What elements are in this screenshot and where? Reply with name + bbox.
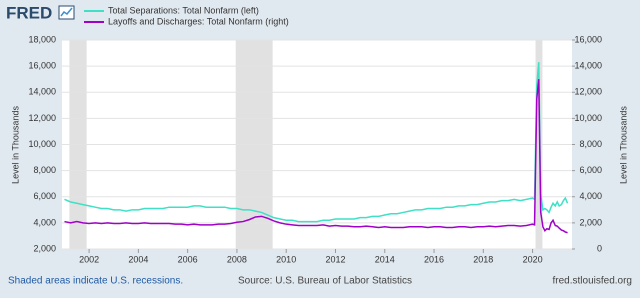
- footer-note: Shaded areas indicate U.S. recessions.: [8, 276, 183, 287]
- x-tick-label: 2020: [523, 254, 543, 264]
- x-tick-label: 2002: [79, 254, 99, 264]
- y2-axis-label: Level in Thousands: [618, 106, 628, 184]
- footer-url: fred.stlouisfed.org: [553, 276, 633, 287]
- y-tick-label: 8,000: [33, 165, 56, 175]
- x-tick-label: 2016: [424, 254, 444, 264]
- y-tick-label: 12,000: [28, 113, 56, 123]
- y-axis-label: Level in Thousands: [10, 106, 20, 184]
- legend-label: Total Separations: Total Nonfarm (left): [108, 5, 259, 15]
- series-line: [64, 79, 568, 234]
- y-tick-label: 10,000: [28, 139, 56, 149]
- x-tick-label: 2010: [276, 254, 296, 264]
- y-tick-label: 6,000: [33, 191, 56, 201]
- logo: FRED: [6, 3, 52, 22]
- y2-tick-label: 0: [597, 243, 602, 253]
- y2-tick-label: 10,000: [574, 113, 602, 123]
- y2-tick-label: 4,000: [579, 191, 602, 201]
- x-tick-label: 2018: [473, 254, 493, 264]
- y2-tick-label: 16,000: [574, 34, 602, 44]
- y2-tick-label: 14,000: [574, 61, 602, 71]
- x-tick-label: 2014: [375, 254, 395, 264]
- y-tick-label: 2,000: [33, 243, 56, 253]
- y2-tick-label: 6,000: [579, 165, 602, 175]
- x-tick-label: 2008: [227, 254, 247, 264]
- y-tick-label: 16,000: [28, 61, 56, 71]
- y-tick-label: 18,000: [28, 34, 56, 44]
- x-tick-label: 2004: [128, 254, 148, 264]
- y-tick-label: 4,000: [33, 217, 56, 227]
- x-tick-label: 2006: [178, 254, 198, 264]
- y2-tick-label: 8,000: [579, 139, 602, 149]
- y-tick-label: 14,000: [28, 87, 56, 97]
- x-tick-label: 2012: [325, 254, 345, 264]
- y2-tick-label: 2,000: [579, 217, 602, 227]
- legend-label: Layoffs and Discharges: Total Nonfarm (r…: [108, 16, 289, 26]
- y2-tick-label: 12,000: [574, 87, 602, 97]
- logo-icon: [58, 5, 75, 20]
- footer-source: Source: U.S. Bureau of Labor Statistics: [238, 276, 412, 287]
